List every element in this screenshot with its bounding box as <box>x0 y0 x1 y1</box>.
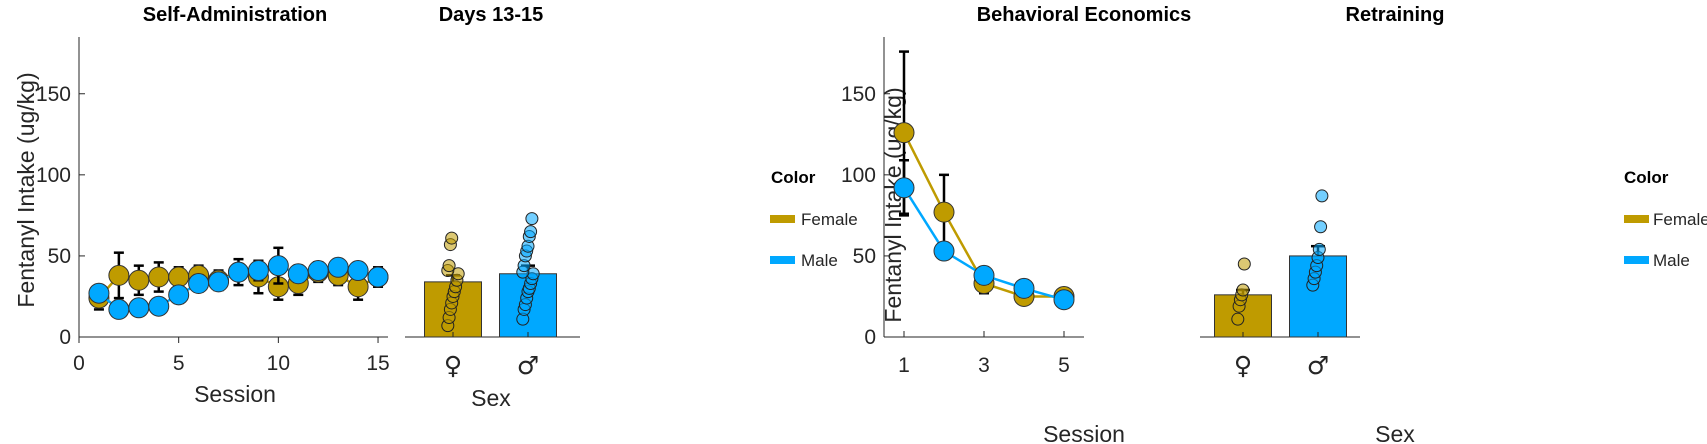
y-tick-label: 100 <box>36 164 71 187</box>
individual-point <box>1237 257 1251 271</box>
data-point-male <box>247 260 269 282</box>
legend-label-female: Female <box>801 210 858 229</box>
data-point-female <box>168 266 190 288</box>
individual-point <box>442 259 456 273</box>
legend-swatch-male <box>1624 256 1649 264</box>
data-point-male <box>327 256 349 278</box>
individual-point <box>1312 242 1326 256</box>
days-13-15-panel: Days 13-15 Sex ♀ ♂ <box>405 4 580 411</box>
legend-right: Color Female Male <box>1624 168 1707 270</box>
x-axis-label: Session <box>194 381 276 407</box>
x-tick-label: 10 <box>267 352 290 375</box>
legend-title: Color <box>1624 168 1669 187</box>
x-tick-label: 0 <box>73 352 85 375</box>
legend-label-male: Male <box>801 251 838 270</box>
x-axis-label: Sex <box>1375 421 1415 444</box>
data-point-male <box>128 297 150 319</box>
legend-swatch-female <box>1624 215 1649 223</box>
y-tick-label: 0 <box>864 326 876 349</box>
data-point-female <box>933 201 955 223</box>
data-point-male <box>1053 289 1075 311</box>
data-point-male <box>933 240 955 262</box>
y-tick-label: 100 <box>841 164 876 187</box>
data-point-male <box>307 260 329 282</box>
y-tick-label: 150 <box>841 83 876 106</box>
data-point-male <box>287 263 309 285</box>
legend-label-female: Female <box>1653 210 1707 229</box>
panel-title: Retraining <box>1346 4 1445 26</box>
y-tick-label: 150 <box>36 83 71 106</box>
x-axis-label: Sex <box>471 385 511 411</box>
retraining-panel: Retraining Sex ♀ ♂ <box>1200 4 1444 444</box>
x-tick-label: ♂ <box>517 351 539 380</box>
legend-title: Color <box>771 168 816 187</box>
data-point-male <box>1013 277 1035 299</box>
data-point-male <box>267 255 289 277</box>
data-point-male <box>347 260 369 282</box>
x-tick-label: ♂ <box>1307 351 1329 380</box>
legend-swatch-male <box>770 256 795 264</box>
individual-point <box>445 231 459 245</box>
panel-title: Behavioral Economics <box>977 4 1192 26</box>
data-point-male <box>188 272 210 294</box>
individual-point <box>1236 283 1250 297</box>
individual-point <box>1314 220 1328 234</box>
x-tick-label: ♀ <box>1234 351 1252 380</box>
x-tick-label: ♀ <box>444 351 462 380</box>
bar-male <box>1289 255 1347 338</box>
data-point-female <box>893 122 915 144</box>
data-point-male <box>88 282 110 304</box>
data-point-female <box>128 269 150 291</box>
individual-point <box>1315 189 1329 203</box>
y-tick-label: 50 <box>48 245 71 268</box>
y-axis-label: Fentanyl Intake (ug/kg) <box>13 72 39 307</box>
data-point-male <box>973 264 995 286</box>
x-tick-label: 15 <box>366 352 389 375</box>
data-point-male <box>148 295 170 317</box>
panel-title: Self-Administration <box>143 4 327 26</box>
data-point-male <box>208 271 230 293</box>
data-point-male <box>108 298 130 320</box>
x-tick-label: 3 <box>978 354 990 377</box>
individual-point <box>525 212 539 226</box>
data-point-male <box>168 284 190 306</box>
data-point-male <box>227 261 249 283</box>
individual-point <box>524 225 538 239</box>
x-tick-label: 5 <box>1058 354 1070 377</box>
x-axis-label: Session <box>1043 421 1125 444</box>
individual-point <box>1231 312 1245 326</box>
panel-title: Days 13-15 <box>439 4 544 26</box>
data-point-female <box>148 266 170 288</box>
data-point-female <box>108 264 130 286</box>
self-administration-panel: Self-Administration Fentanyl Intake (ug/… <box>13 4 390 407</box>
x-tick-label: 5 <box>173 352 185 375</box>
legend-label-male: Male <box>1653 251 1690 270</box>
legend-swatch-female <box>770 215 795 223</box>
data-point-male <box>893 177 915 199</box>
y-tick-label: 0 <box>59 326 71 349</box>
x-tick-label: 1 <box>898 354 910 377</box>
y-tick-label: 50 <box>853 245 876 268</box>
data-point-male <box>367 266 389 288</box>
behavioral-economics-panel: Behavioral Economics Fentanyl Intake (ug… <box>841 4 1191 444</box>
legend-left: Color Female Male <box>770 168 858 270</box>
